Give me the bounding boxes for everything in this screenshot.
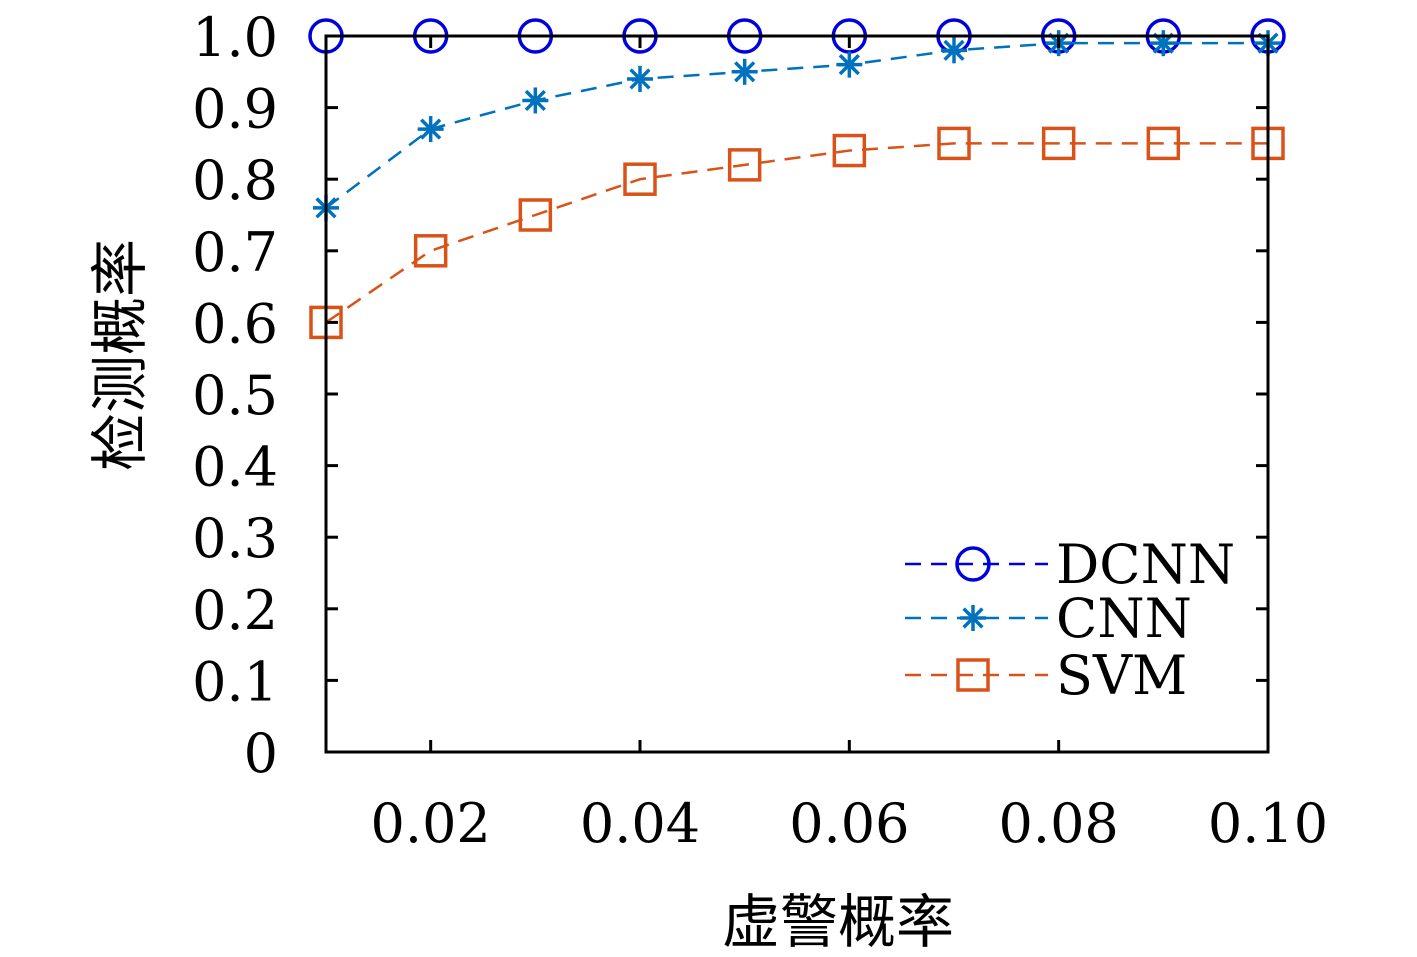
data-point-cnn [836, 51, 863, 78]
data-point-cnn [1150, 30, 1177, 57]
data-point-svm [623, 162, 657, 196]
data-point-cnn [522, 87, 549, 114]
y-tick-label: 0.6 [192, 292, 278, 355]
asterisk-stroke [838, 54, 860, 76]
asterisk-stroke [524, 89, 546, 112]
x-axis-label: 虚警概率 [722, 888, 954, 956]
legend-label-cnn: CNN [1056, 587, 1192, 650]
legend-marker-dcnn [955, 546, 991, 582]
y-tick-label: 0.1 [192, 650, 278, 713]
legend-label-svm: SVM [1056, 644, 1187, 707]
x-tick-label: 0.04 [580, 792, 700, 855]
y-tick-label: 0.9 [192, 78, 278, 141]
data-point-svm [1146, 126, 1181, 161]
y-tick-label: 0 [244, 722, 278, 785]
y-tick-label: 0.4 [192, 436, 278, 499]
y-axis-label: 检测概率 [86, 239, 154, 471]
x-tick-label: 0.06 [789, 792, 909, 855]
data-point-cnn [941, 37, 967, 64]
legend-label-dcnn: DCNN [1056, 533, 1235, 596]
y-tick-label: 0.3 [192, 507, 278, 570]
data-point-cnn [731, 58, 758, 85]
asterisk-stroke [943, 39, 965, 61]
data-point-svm [1041, 126, 1076, 161]
data-point-cnn [417, 116, 444, 143]
x-tick-label: 0.08 [999, 792, 1119, 855]
data-point-svm [832, 133, 867, 168]
data-point-svm [937, 126, 971, 161]
asterisk-stroke [734, 61, 756, 83]
asterisk-stroke [629, 68, 651, 90]
legend-marker-svm [956, 658, 990, 692]
ticks-layer: 0 0.1 0.2 0.3 0.4 0.5 0.6 0.7 0.8 0.9 1.0 0.02 0.04 0… [192, 6, 1328, 855]
x-tick-label: 0.02 [371, 792, 491, 855]
data-point-svm [518, 198, 553, 232]
asterisk-stroke [962, 607, 984, 629]
legend-marker-cnn [960, 605, 986, 631]
data-point-svm [413, 234, 448, 268]
y-tick-label: 0.7 [192, 221, 278, 284]
data-point-cnn [627, 65, 653, 92]
x-tick-label: 0.10 [1208, 792, 1328, 855]
y-tick-label: 0.2 [192, 579, 278, 642]
series-line-cnn [325, 41, 1268, 209]
y-tick-label: 0.8 [192, 149, 278, 212]
asterisk-stroke [420, 118, 442, 140]
y-tick-label: 1.0 [192, 6, 278, 69]
data-point-svm [727, 148, 762, 182]
y-tick-label: 0.5 [192, 364, 278, 427]
series-line-svm [325, 142, 1268, 324]
plot-area [326, 36, 1268, 752]
